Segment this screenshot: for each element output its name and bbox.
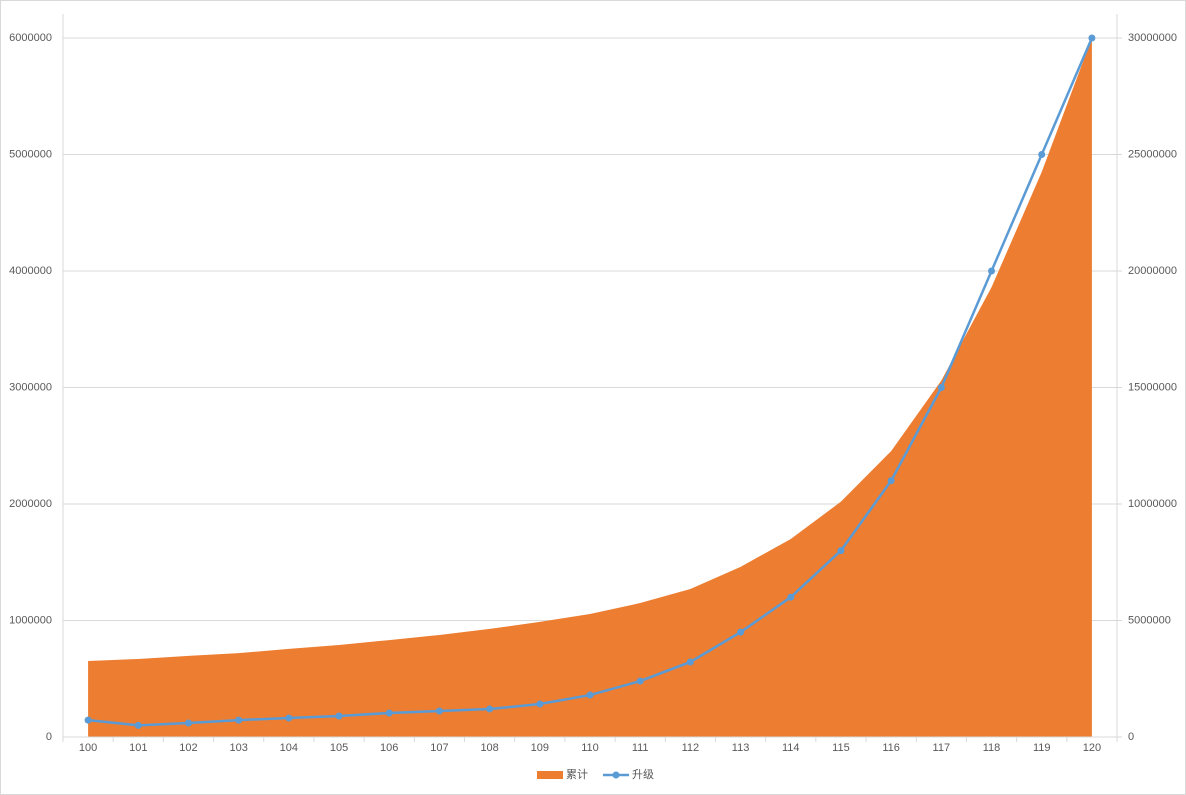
x-tick-label: 119 (1033, 742, 1051, 754)
y2-tick-label: 5000000 (1128, 614, 1171, 626)
marker (1038, 151, 1046, 158)
legend-swatch (537, 771, 563, 779)
marker (385, 709, 393, 717)
x-tick-label: 110 (581, 742, 599, 754)
marker (887, 477, 895, 485)
y-tick-label: 1000000 (9, 614, 52, 626)
y-tick-label: 5000000 (9, 148, 52, 160)
marker (435, 707, 443, 715)
x-tick-label: 118 (983, 742, 1001, 754)
marker (787, 593, 795, 601)
marker (285, 714, 293, 722)
x-tick-label: 107 (430, 742, 448, 754)
x-tick-label: 109 (531, 742, 549, 754)
legend-label: 升级 (632, 768, 654, 781)
x-tick-label: 104 (280, 742, 298, 754)
legend-label: 累计 (566, 768, 588, 781)
x-tick-label: 120 (1083, 742, 1101, 754)
x-tick-label: 102 (179, 742, 197, 754)
x-tick-label: 117 (933, 742, 951, 754)
marker (335, 712, 343, 720)
x-tick-label: 116 (882, 742, 900, 754)
x-tick-label: 103 (229, 742, 247, 754)
y2-tick-label: 25000000 (1128, 148, 1177, 160)
y-tick-label: 3000000 (9, 381, 52, 393)
y2-tick-label: 15000000 (1128, 381, 1177, 393)
y2-tick-label: 20000000 (1128, 265, 1177, 277)
x-tick-label: 100 (79, 742, 97, 754)
y-tick-label: 4000000 (9, 265, 52, 277)
y-tick-label: 2000000 (9, 498, 52, 510)
x-tick-label: 101 (129, 742, 147, 754)
y2-tick-label: 0 (1128, 731, 1134, 743)
marker (184, 719, 192, 727)
marker (737, 628, 745, 636)
x-tick-label: 114 (782, 742, 800, 754)
marker (988, 267, 996, 275)
x-tick-label: 111 (632, 742, 649, 754)
marker (937, 384, 945, 391)
marker (536, 700, 544, 708)
marker (486, 705, 494, 713)
x-tick-label: 108 (480, 742, 498, 754)
x-tick-label: 113 (732, 742, 750, 754)
marker (686, 658, 694, 666)
marker (586, 691, 594, 699)
marker (235, 716, 243, 724)
y2-tick-label: 30000000 (1128, 32, 1177, 44)
x-tick-label: 112 (682, 742, 700, 754)
marker (636, 677, 644, 685)
marker (1088, 34, 1096, 42)
y2-tick-label: 10000000 (1128, 498, 1177, 510)
marker (837, 547, 845, 555)
area (88, 38, 1092, 737)
x-tick-label: 115 (832, 742, 850, 754)
marker (134, 721, 142, 729)
y-tick-label: 0 (46, 731, 52, 743)
y-tick-label: 6000000 (9, 32, 52, 44)
x-tick-label: 106 (380, 742, 398, 754)
x-tick-label: 105 (330, 742, 348, 754)
legend-marker (612, 771, 620, 779)
marker (84, 716, 92, 724)
